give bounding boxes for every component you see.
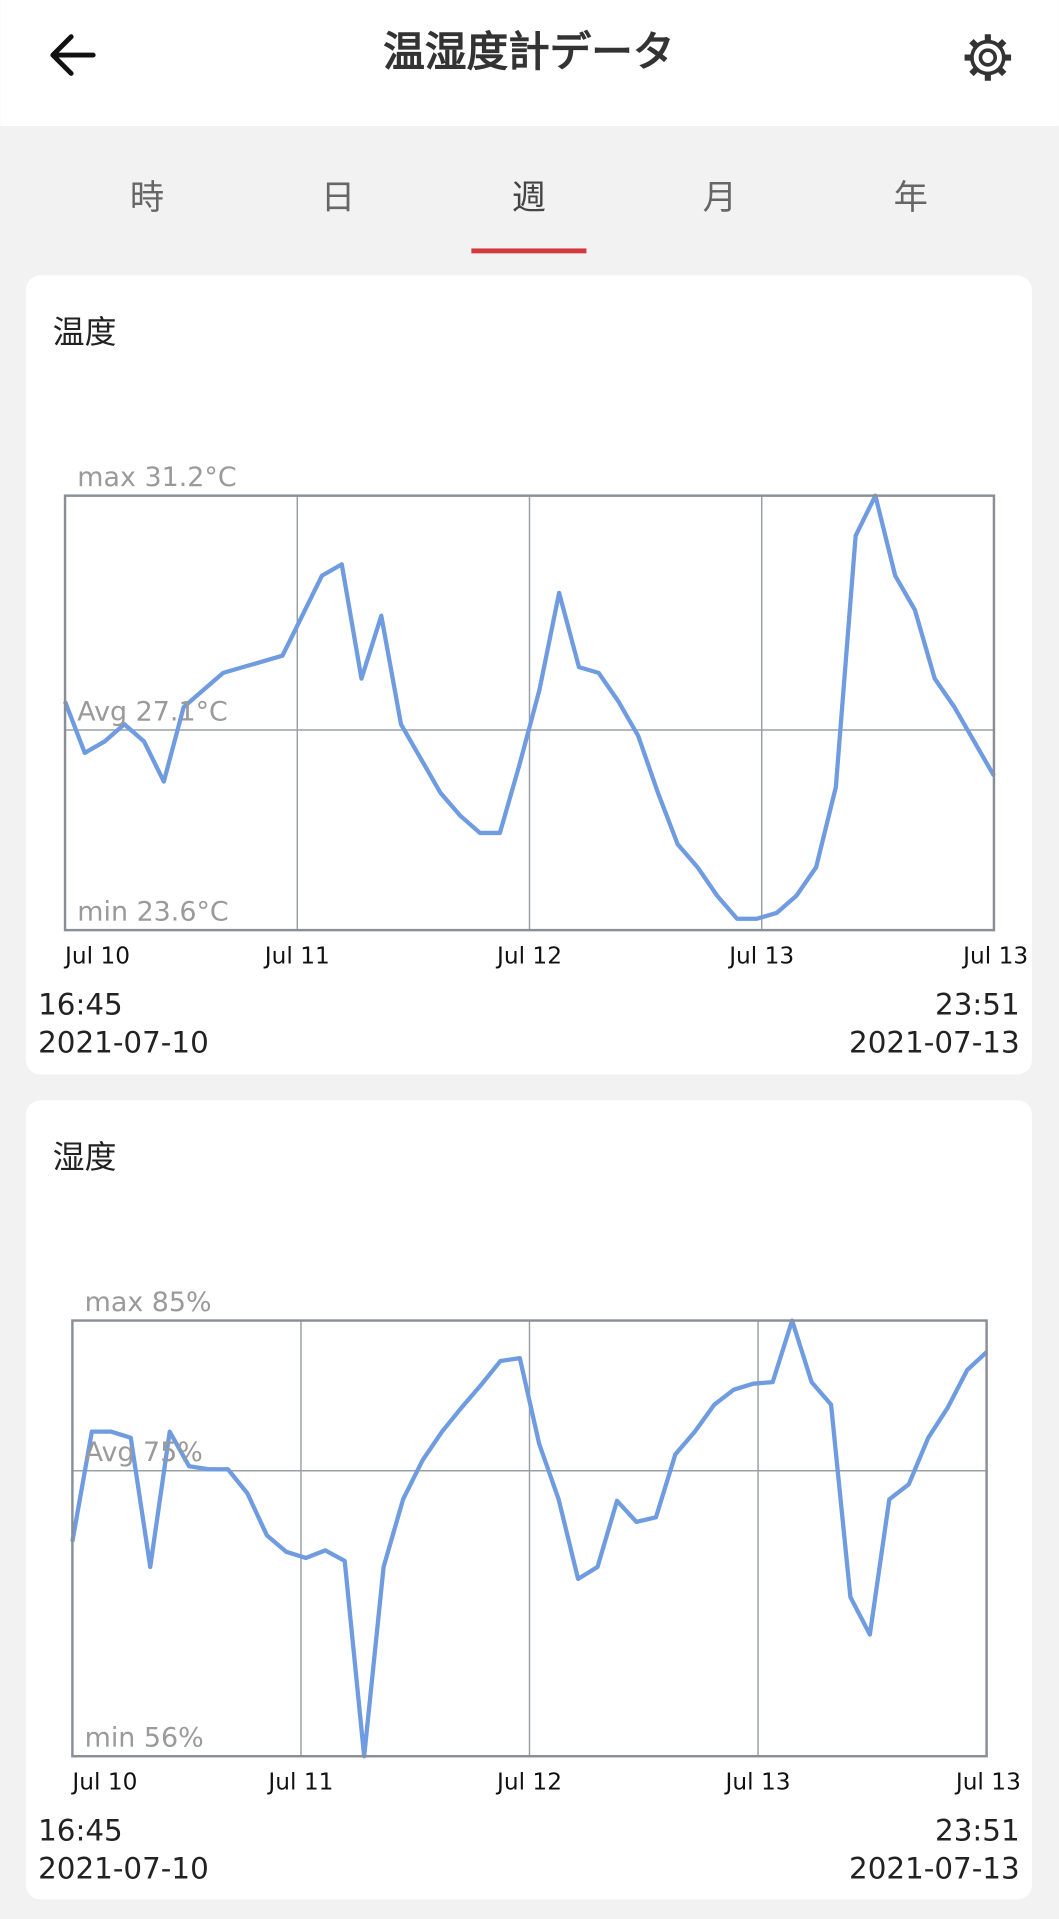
x-tick-label: Jul 10 [70, 1769, 137, 1796]
y-tick-label: Avg 27.1°C [77, 696, 228, 727]
tab[interactable]: 年 [894, 178, 928, 218]
header-bar [0, 0, 1059, 127]
cards: 温度 Jul 10 Jul 11 Jul 12 Jul 13 Jul 13 max 31.2… [25, 275, 1032, 1900]
tab[interactable]: 月 [703, 178, 737, 218]
start-time: 16:45 [38, 988, 123, 1022]
x-tick-label: Jul 11 [263, 943, 330, 970]
end-date: 2021-07-13 [849, 1025, 1020, 1059]
settings-button[interactable] [964, 34, 1012, 81]
back-button[interactable] [50, 34, 96, 76]
tab[interactable]: 時 [130, 178, 164, 218]
tab[interactable]: 日 [321, 178, 355, 218]
header-title: 温湿度計データ [383, 27, 674, 76]
back-arrow [50, 34, 96, 76]
end-time: 23:51 [935, 988, 1020, 1022]
card-title: 温度 [53, 313, 117, 351]
x-tick-label: Jul 13 [954, 1769, 1021, 1796]
data-line [70, 1318, 989, 1759]
tab-indicator [471, 248, 587, 254]
y-tick-label: max 85% [85, 1287, 212, 1318]
tab[interactable]: 週 [512, 178, 546, 218]
x-tick-label: Jul 13 [727, 943, 794, 970]
start-time: 16:45 [38, 1814, 123, 1848]
gear-hub [978, 48, 998, 67]
y-tick-label: max 31.2°C [77, 462, 236, 493]
x-tick-label: Jul 13 [961, 943, 1028, 970]
y-tick-label: Avg 75% [85, 1437, 203, 1468]
y-tick-label: min 56% [85, 1723, 204, 1754]
chart-card: 湿度 Jul 10 Jul 11 Jul 12 Jul 13 Jul 13 max 85% A… [25, 1100, 1032, 1900]
end-time: 23:51 [935, 1814, 1020, 1848]
tab-bar: 時日週月年 [130, 178, 928, 254]
chart-card: 温度 Jul 10 Jul 11 Jul 12 Jul 13 Jul 13 max 31.2… [25, 275, 1032, 1075]
x-tick-label: Jul 11 [266, 1769, 333, 1796]
start-date: 2021-07-10 [38, 1852, 209, 1886]
data-line [63, 493, 996, 921]
x-tick-label: Jul 13 [724, 1769, 791, 1796]
x-tick-label: Jul 10 [63, 943, 130, 970]
y-tick-label: min 23.6°C [77, 896, 228, 927]
x-tick-label: Jul 12 [495, 943, 562, 970]
gear-teeth [964, 34, 1012, 81]
x-tick-label: Jul 12 [495, 1769, 562, 1796]
plot-border [71, 1319, 988, 1758]
end-date: 2021-07-13 [849, 1852, 1020, 1886]
card-title: 湿度 [53, 1138, 117, 1176]
start-date: 2021-07-10 [38, 1025, 209, 1059]
plot-border [63, 494, 996, 932]
